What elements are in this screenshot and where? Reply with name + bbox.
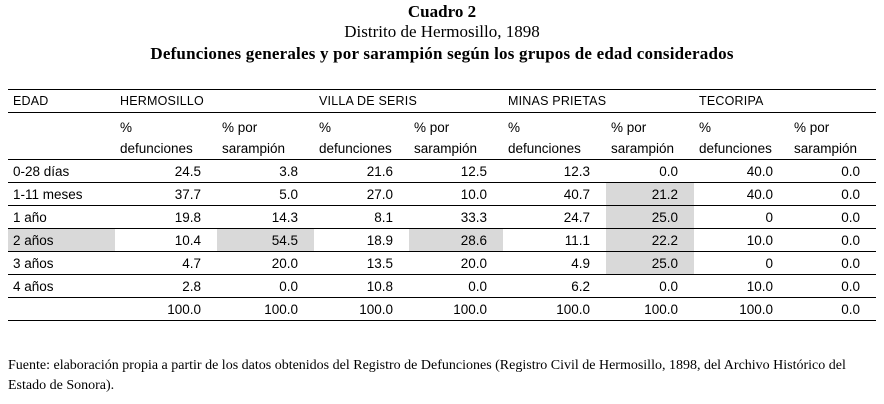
cell-value: 6.2 [503,274,607,298]
cell-value: 12.3 [503,159,607,183]
cell-value: 11.1 [503,228,607,252]
table-row: 0-28 días 24.5 3.8 21.6 12.5 12.3 0.0 40… [8,159,877,183]
cell-value: 100.0 [409,297,504,321]
cell-value: 0.0 [606,274,695,298]
age-label: 4 años [8,274,115,298]
cell-value-highlighted: 22.2 [606,228,695,252]
cell-value: 40.7 [503,182,607,206]
age-label: 1-11 meses [8,182,115,206]
age-label: 1 año [8,205,115,229]
cell-value: 4.9 [503,251,607,275]
cell-value: 0.0 [789,228,877,252]
cell-value: 0.0 [217,274,314,298]
age-label [8,297,115,321]
cell-value: 21.6 [314,159,409,183]
group-header-minas-prietas: MINAS PRIETAS [503,89,695,113]
subheader-pct-defunciones: % defunciones [694,112,790,160]
table-title: Defunciones generales y por sarampión se… [150,44,734,63]
group-header-hermosillo: HERMOSILLO [115,89,314,113]
cell-value: 14.3 [217,205,314,229]
cell-value: 5.0 [217,182,314,206]
cell-value: 0.0 [789,251,877,275]
cell-value: 10.8 [314,274,409,298]
cell-value: 8.1 [314,205,409,229]
table-row: 1 año 19.8 14.3 8.1 33.3 24.7 25.0 0 0.0 [8,205,877,229]
cell-value: 40.0 [694,159,790,183]
cell-value: 0.0 [789,182,877,206]
cell-value: 100.0 [503,297,607,321]
cell-value: 0 [694,205,790,229]
total-row: 100.0 100.0 100.0 100.0 100.0 100.0 100.… [8,297,877,321]
cell-value-highlighted: 21.2 [606,182,695,206]
table-row: 2 años 10.4 54.5 18.9 28.6 11.1 22.2 10.… [8,228,877,252]
cell-value: 20.0 [409,251,504,275]
cell-value: 0.0 [789,274,877,298]
cell-value: 10.0 [694,228,790,252]
cell-value-highlighted: 28.6 [409,228,504,252]
cell-value-highlighted: 25.0 [606,251,695,275]
subheader-empty [8,112,115,160]
subheader-pct-sarampion: % por sarampión [606,112,695,160]
group-header-row: EDAD HERMOSILLO VILLA DE SERIS MINAS PRI… [8,89,877,113]
cell-value: 3.8 [217,159,314,183]
table-row: 1-11 meses 37.7 5.0 27.0 10.0 40.7 21.2 … [8,182,877,206]
subheader-pct-defunciones: % defunciones [314,112,409,160]
table-subtitle: Distrito de Hermosillo, 1898 [344,22,540,41]
cell-value: 100.0 [694,297,790,321]
cell-value: 0 [694,251,790,275]
cell-value: 100.0 [217,297,314,321]
age-label-highlighted: 2 años [8,228,115,252]
subheader-pct-defunciones: % defunciones [503,112,607,160]
cell-value: 12.5 [409,159,504,183]
cell-value: 27.0 [314,182,409,206]
cell-value: 2.8 [115,274,217,298]
cell-value: 100.0 [314,297,409,321]
cell-value: 33.3 [409,205,504,229]
age-label: 0-28 días [8,159,115,183]
cell-value: 18.9 [314,228,409,252]
cell-value: 24.5 [115,159,217,183]
cell-value: 19.8 [115,205,217,229]
cell-value: 40.0 [694,182,790,206]
cell-value: 4.7 [115,251,217,275]
cell-value: 0.0 [409,274,504,298]
subheader-pct-sarampion: % por sarampión [789,112,877,160]
cell-value: 0.0 [789,297,877,321]
subheader-pct-sarampion: % por sarampión [409,112,504,160]
cell-value-highlighted: 54.5 [217,228,314,252]
table-row: 4 años 2.8 0.0 10.8 0.0 6.2 0.0 10.0 0.0 [8,274,877,298]
cell-value: 13.5 [314,251,409,275]
cell-value: 0.0 [789,159,877,183]
table-number: Cuadro 2 [407,2,477,21]
edad-header: EDAD [8,89,115,113]
age-label: 3 años [8,251,115,275]
cell-value: 24.7 [503,205,607,229]
subheader-pct-sarampion: % por sarampión [217,112,314,160]
cell-value: 100.0 [115,297,217,321]
cell-value-highlighted: 25.0 [606,205,695,229]
source-note: Fuente: elaboración propia a partir de l… [8,358,846,393]
cell-value: 10.0 [409,182,504,206]
cell-value: 10.4 [115,228,217,252]
cell-value: 0.0 [606,159,695,183]
mortality-table: EDAD HERMOSILLO VILLA DE SERIS MINAS PRI… [8,89,877,321]
group-header-tecoripa: TECORIPA [694,89,877,113]
cell-value: 37.7 [115,182,217,206]
cell-value: 100.0 [606,297,695,321]
cell-value: 20.0 [217,251,314,275]
subheader-pct-defunciones: % defunciones [115,112,217,160]
subheader-row: % defunciones % por sarampión % defunciones… [8,112,877,160]
group-header-villa-de-seris: VILLA DE SERIS [314,89,504,113]
cell-value: 10.0 [694,274,790,298]
table-row: 3 años 4.7 20.0 13.5 20.0 4.9 25.0 0 0.0 [8,251,877,275]
cell-value: 0.0 [789,205,877,229]
